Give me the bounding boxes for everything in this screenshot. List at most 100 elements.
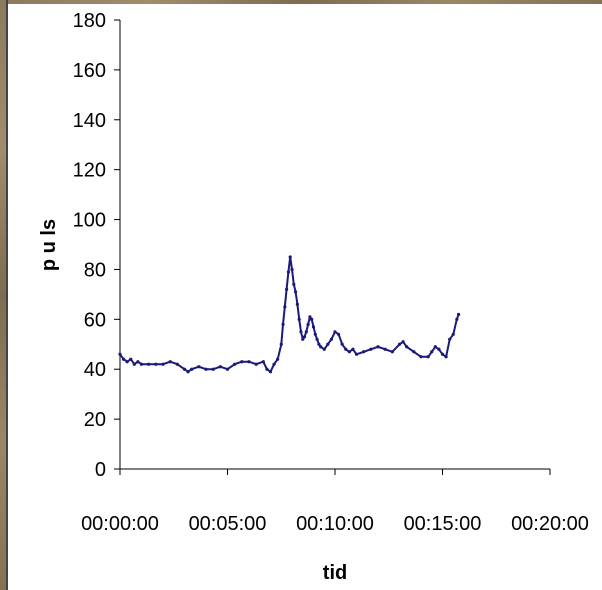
series-pulse — [118, 255, 461, 374]
data-point — [301, 337, 305, 341]
data-point — [118, 352, 122, 356]
data-point — [306, 322, 310, 326]
data-point — [168, 360, 172, 364]
y-tick-label: 180 — [73, 10, 106, 32]
data-point — [451, 332, 455, 336]
data-point — [333, 330, 337, 334]
data-point — [288, 255, 292, 259]
data-point — [293, 290, 298, 294]
data-point — [292, 282, 296, 287]
pulse-series-line — [119, 256, 460, 373]
data-point — [154, 362, 158, 366]
data-point — [444, 355, 448, 359]
data-point — [182, 367, 187, 371]
data-point — [304, 330, 308, 334]
data-point — [265, 367, 269, 371]
data-point — [261, 360, 265, 364]
data-point — [390, 350, 394, 354]
data-point — [175, 362, 179, 366]
data-point — [344, 347, 348, 351]
data-point — [240, 360, 244, 364]
data-point — [272, 362, 276, 366]
y-tick-label: 40 — [84, 359, 106, 381]
data-point — [233, 362, 237, 366]
data-point — [121, 357, 126, 361]
data-point — [254, 362, 258, 366]
data-point — [186, 370, 190, 374]
data-point — [286, 270, 291, 274]
data-point — [405, 345, 409, 349]
x-tick-label: 00:05:00 — [189, 513, 267, 535]
data-point — [354, 352, 359, 356]
left-border-rule — [6, 0, 8, 590]
data-point — [362, 350, 366, 354]
data-point — [285, 287, 289, 291]
x-axis-title: tid — [323, 562, 347, 584]
data-point — [315, 337, 319, 341]
y-tick-label: 0 — [95, 459, 106, 481]
data-point — [302, 335, 307, 339]
data-point — [147, 362, 151, 366]
data-point — [136, 360, 140, 364]
data-point — [161, 362, 165, 366]
data-point — [190, 367, 194, 371]
data-point — [336, 332, 341, 336]
y-tick-label: 80 — [84, 259, 106, 281]
data-point — [419, 355, 423, 359]
data-point — [299, 330, 303, 334]
data-point — [376, 345, 380, 349]
data-point — [276, 357, 280, 361]
data-point — [369, 347, 373, 351]
data-point — [268, 370, 273, 374]
background-texture-top — [0, 0, 602, 4]
data-point — [311, 325, 316, 329]
data-point — [448, 337, 452, 341]
data-point — [440, 352, 445, 356]
data-point — [281, 322, 285, 326]
data-point — [457, 312, 461, 316]
data-point — [397, 342, 402, 346]
data-point — [283, 305, 287, 309]
y-tick-label: 120 — [73, 160, 106, 182]
data-point — [351, 347, 355, 351]
data-point — [313, 332, 317, 336]
data-point — [197, 365, 201, 369]
data-point — [139, 362, 144, 366]
data-point — [290, 267, 294, 272]
data-point — [329, 337, 334, 341]
data-point — [347, 350, 351, 354]
data-point — [129, 357, 133, 361]
data-point — [211, 367, 215, 371]
y-tick-label: 60 — [84, 309, 106, 331]
data-point — [308, 315, 312, 319]
data-point — [247, 360, 251, 364]
data-point — [319, 345, 323, 349]
data-point — [383, 347, 387, 351]
data-point — [437, 347, 441, 351]
data-point — [426, 355, 430, 359]
data-point — [204, 367, 208, 371]
x-tick-label: 00:10:00 — [296, 513, 374, 535]
data-point — [401, 340, 405, 344]
data-point — [279, 342, 283, 346]
y-tick-label: 100 — [73, 210, 106, 232]
data-point — [297, 317, 301, 321]
y-tick-label: 20 — [84, 409, 106, 431]
data-point — [455, 317, 459, 321]
data-point — [412, 350, 416, 354]
data-point — [132, 362, 136, 366]
y-axis-title: p u ls — [38, 219, 60, 271]
data-point — [218, 365, 222, 369]
data-point — [225, 367, 230, 371]
data-point — [340, 342, 344, 346]
data-point — [310, 317, 314, 321]
x-tick-label: 00:20:00 — [511, 513, 589, 535]
x-axis: 00:00:00 00:05:00 00:10:00 00:15:00 00:20:00 — [81, 468, 589, 535]
data-point — [295, 302, 299, 306]
data-point — [125, 360, 129, 364]
background-texture-left — [0, 0, 6, 590]
data-point — [317, 342, 321, 346]
data-point — [326, 342, 330, 346]
